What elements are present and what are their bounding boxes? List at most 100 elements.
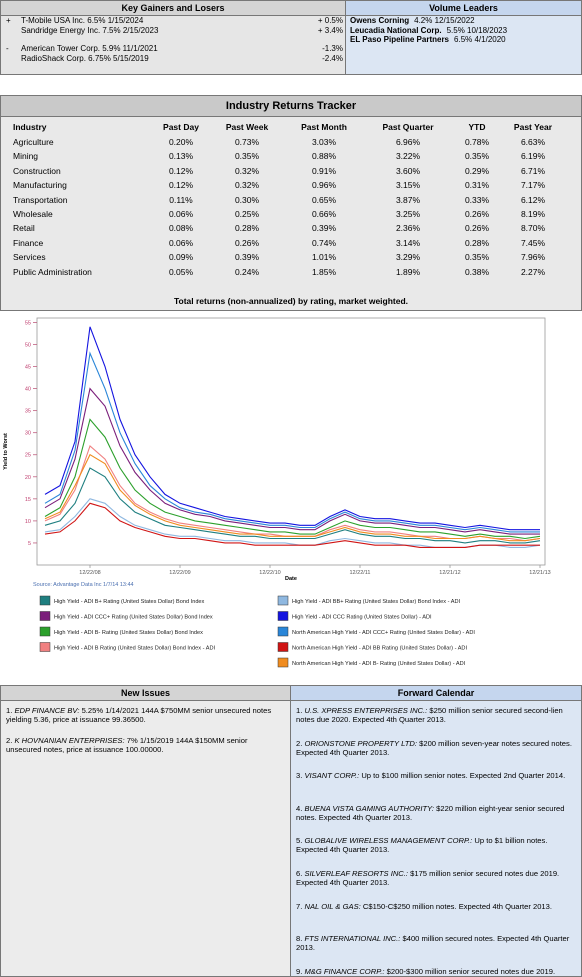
table-cell: 0.20% xyxy=(168,137,194,147)
x-tick-label: 12/21/12 xyxy=(439,570,460,576)
item-number: 7. xyxy=(296,901,303,911)
legend-label: North American High Yield - ADI B- Ratin… xyxy=(292,661,466,667)
table-cell: 0.32% xyxy=(234,180,260,191)
table-cell: Manufacturing xyxy=(13,180,67,191)
panel-title: Industry Returns Tracker xyxy=(1,96,581,117)
issuer-name: M&G FINANCE CORP.: xyxy=(304,966,385,976)
x-tick-label: 12/22/08 xyxy=(79,570,100,576)
y-tick-label: 20 xyxy=(25,475,31,481)
item-number: 9. xyxy=(296,966,303,976)
gainers-losers-panel: Key Gainers and Losers + T-Mobile USA Inc… xyxy=(0,0,346,75)
table-cell: Construction xyxy=(13,165,61,176)
issuer-name: NAL OIL & GAS: xyxy=(304,901,361,911)
table-cell: 0.35% xyxy=(464,151,490,162)
item-text: $220 million eight-year senior secured n… xyxy=(296,803,565,822)
new-issues-panel: New Issues 1. EDP FINANCE BV: 5.25% 1/14… xyxy=(0,685,291,977)
volume-row: Owens Corning 4.2% 12/15/2022 xyxy=(350,16,475,25)
table-cell: 0.78% xyxy=(464,137,490,147)
column-header: Past Quarter xyxy=(382,122,434,132)
table-cell: 2.27% xyxy=(520,266,546,277)
table-cell: 0.33% xyxy=(464,194,490,205)
table-cell: 0.38% xyxy=(464,266,490,277)
table-cell: 6.19% xyxy=(520,151,546,162)
chart: 5 10 15 20 25 30 35 40 45 50 55 12/22/08 12/22/09 12/… xyxy=(3,317,551,668)
legend-label: High Yield - ADI CCC Rating (United Stat… xyxy=(292,615,432,621)
issue-name: Leucadia National Corp. xyxy=(350,25,442,35)
y-tick-label: 5 xyxy=(28,541,31,547)
legend-swatch xyxy=(277,626,289,637)
legend-label: High Yield - ADI B Rating (United States… xyxy=(54,646,215,652)
table-cell: 0.12% xyxy=(168,180,194,191)
table-cell: Public Administration xyxy=(13,266,92,277)
list-item: 1. U.S. XPRESS ENTERPRISES INC.: $250 mi… xyxy=(296,706,575,724)
table-cell: 3.87% xyxy=(395,194,421,205)
x-tick-label: 12/22/09 xyxy=(169,570,190,576)
change-sign: + xyxy=(6,16,11,25)
table-cell: Services xyxy=(13,252,46,263)
y-tick-label: 35 xyxy=(25,409,31,415)
price-change: -2.4% xyxy=(322,53,343,63)
table-cell: Agriculture xyxy=(13,137,54,147)
table-cell: 0.26% xyxy=(464,223,490,234)
table-cell: 3.22% xyxy=(395,151,421,162)
item-text: C$150-C$250 million notes. Expected 4th … xyxy=(362,901,552,911)
issuer-name: FTS INTERNATIONAL INC.: xyxy=(304,934,401,944)
list-item: 2. K HOVNANIAN ENTERPRISES: 7% 1/15/2019… xyxy=(6,736,284,754)
table-cell: 0.91% xyxy=(311,165,337,176)
y-tick-label: 40 xyxy=(25,387,31,393)
table-cell: 0.24% xyxy=(234,266,260,277)
item-text: $250 million senior secured second-lien … xyxy=(296,706,563,724)
table-cell: 0.31% xyxy=(464,180,490,191)
issuer-name: EDP FINANCE BV: xyxy=(14,706,80,715)
table-cell: 0.05% xyxy=(168,266,194,277)
series-line xyxy=(44,418,541,540)
issue-detail: 4.2% 12/15/2022 xyxy=(414,16,475,25)
legend-label: High Yield - ADI B- Rating (United State… xyxy=(54,630,203,636)
table-cell: 0.65% xyxy=(311,194,337,205)
table-cell: 6.63% xyxy=(520,137,546,147)
series-line xyxy=(44,351,540,533)
table-cell: 0.29% xyxy=(464,165,490,176)
table-cell: 6.96% xyxy=(395,137,421,147)
list-item: 8. FTS INTERNATIONAL INC.: $400 million … xyxy=(296,934,575,952)
table-cell: 0.28% xyxy=(464,237,490,248)
panel-title: Key Gainers and Losers xyxy=(1,1,345,16)
legend-swatch xyxy=(277,611,289,621)
y-tick-label: 30 xyxy=(25,431,31,437)
issue-detail: 6.5% 4/1/2020 xyxy=(454,35,506,44)
price-change: -1.3% xyxy=(322,44,343,53)
column-header: Past Month xyxy=(301,122,347,132)
legend-label: High Yield - ADI B+ Rating (United State… xyxy=(54,599,205,605)
list-item: 7. NAL OIL & GAS: C$150-C$250 million no… xyxy=(296,902,575,911)
price-change: + 0.5% xyxy=(317,16,343,25)
issue-detail: 5.5% 10/18/2023 xyxy=(446,25,508,35)
volume-row: Leucadia National Corp. 5.5% 10/18/2023 xyxy=(350,26,507,35)
legend-swatch xyxy=(277,642,289,652)
issue-name: Owens Corning xyxy=(350,16,410,25)
y-tick-label: 50 xyxy=(25,342,31,348)
issue-name: EL Paso Pipeline Partners xyxy=(350,35,450,44)
issuer-name: GLOBALIVE WIRELESS MANAGEMENT CORP.: xyxy=(304,836,473,846)
panel-title: New Issues xyxy=(1,686,290,701)
change-sign: - xyxy=(6,44,9,53)
legend-label: High Yield - ADI BB+ Rating (United Stat… xyxy=(292,599,460,605)
issuer-name: BUENA VISTA GAMING AUTHORITY: xyxy=(304,803,434,813)
table-cell: 0.06% xyxy=(168,209,194,219)
y-tick-label: 25 xyxy=(25,453,31,459)
y-tick-label: 55 xyxy=(25,320,31,326)
item-text: $175 million senior secured notes due 20… xyxy=(296,869,560,887)
issue-name: RadioShack Corp. 6.75% 5/15/2019 xyxy=(21,53,149,63)
table-cell: Mining xyxy=(13,151,39,162)
issue-name: American Tower Corp. 5.9% 11/1/2021 xyxy=(21,44,158,53)
legend-label: High Yield - ADI CCC+ Rating (United Sta… xyxy=(54,615,213,621)
item-text: $400 million secured notes. Expected 4th… xyxy=(296,934,570,953)
industry-returns-panel: Industry Returns Tracker Total returns (… xyxy=(0,95,582,311)
table-cell: 0.13% xyxy=(168,151,194,162)
item-text: 7% 1/15/2019 144A $150MM senior unsecure… xyxy=(6,736,248,754)
source-note: Source: Advantage Data Inc 1/7/14 13:44 xyxy=(33,582,134,588)
item-text: 5.25% 1/14/2021 144A $750MM senior unsec… xyxy=(6,706,272,724)
series-line xyxy=(44,502,540,548)
table-cell: 0.32% xyxy=(234,165,260,176)
table-cell: 7.96% xyxy=(520,252,546,263)
